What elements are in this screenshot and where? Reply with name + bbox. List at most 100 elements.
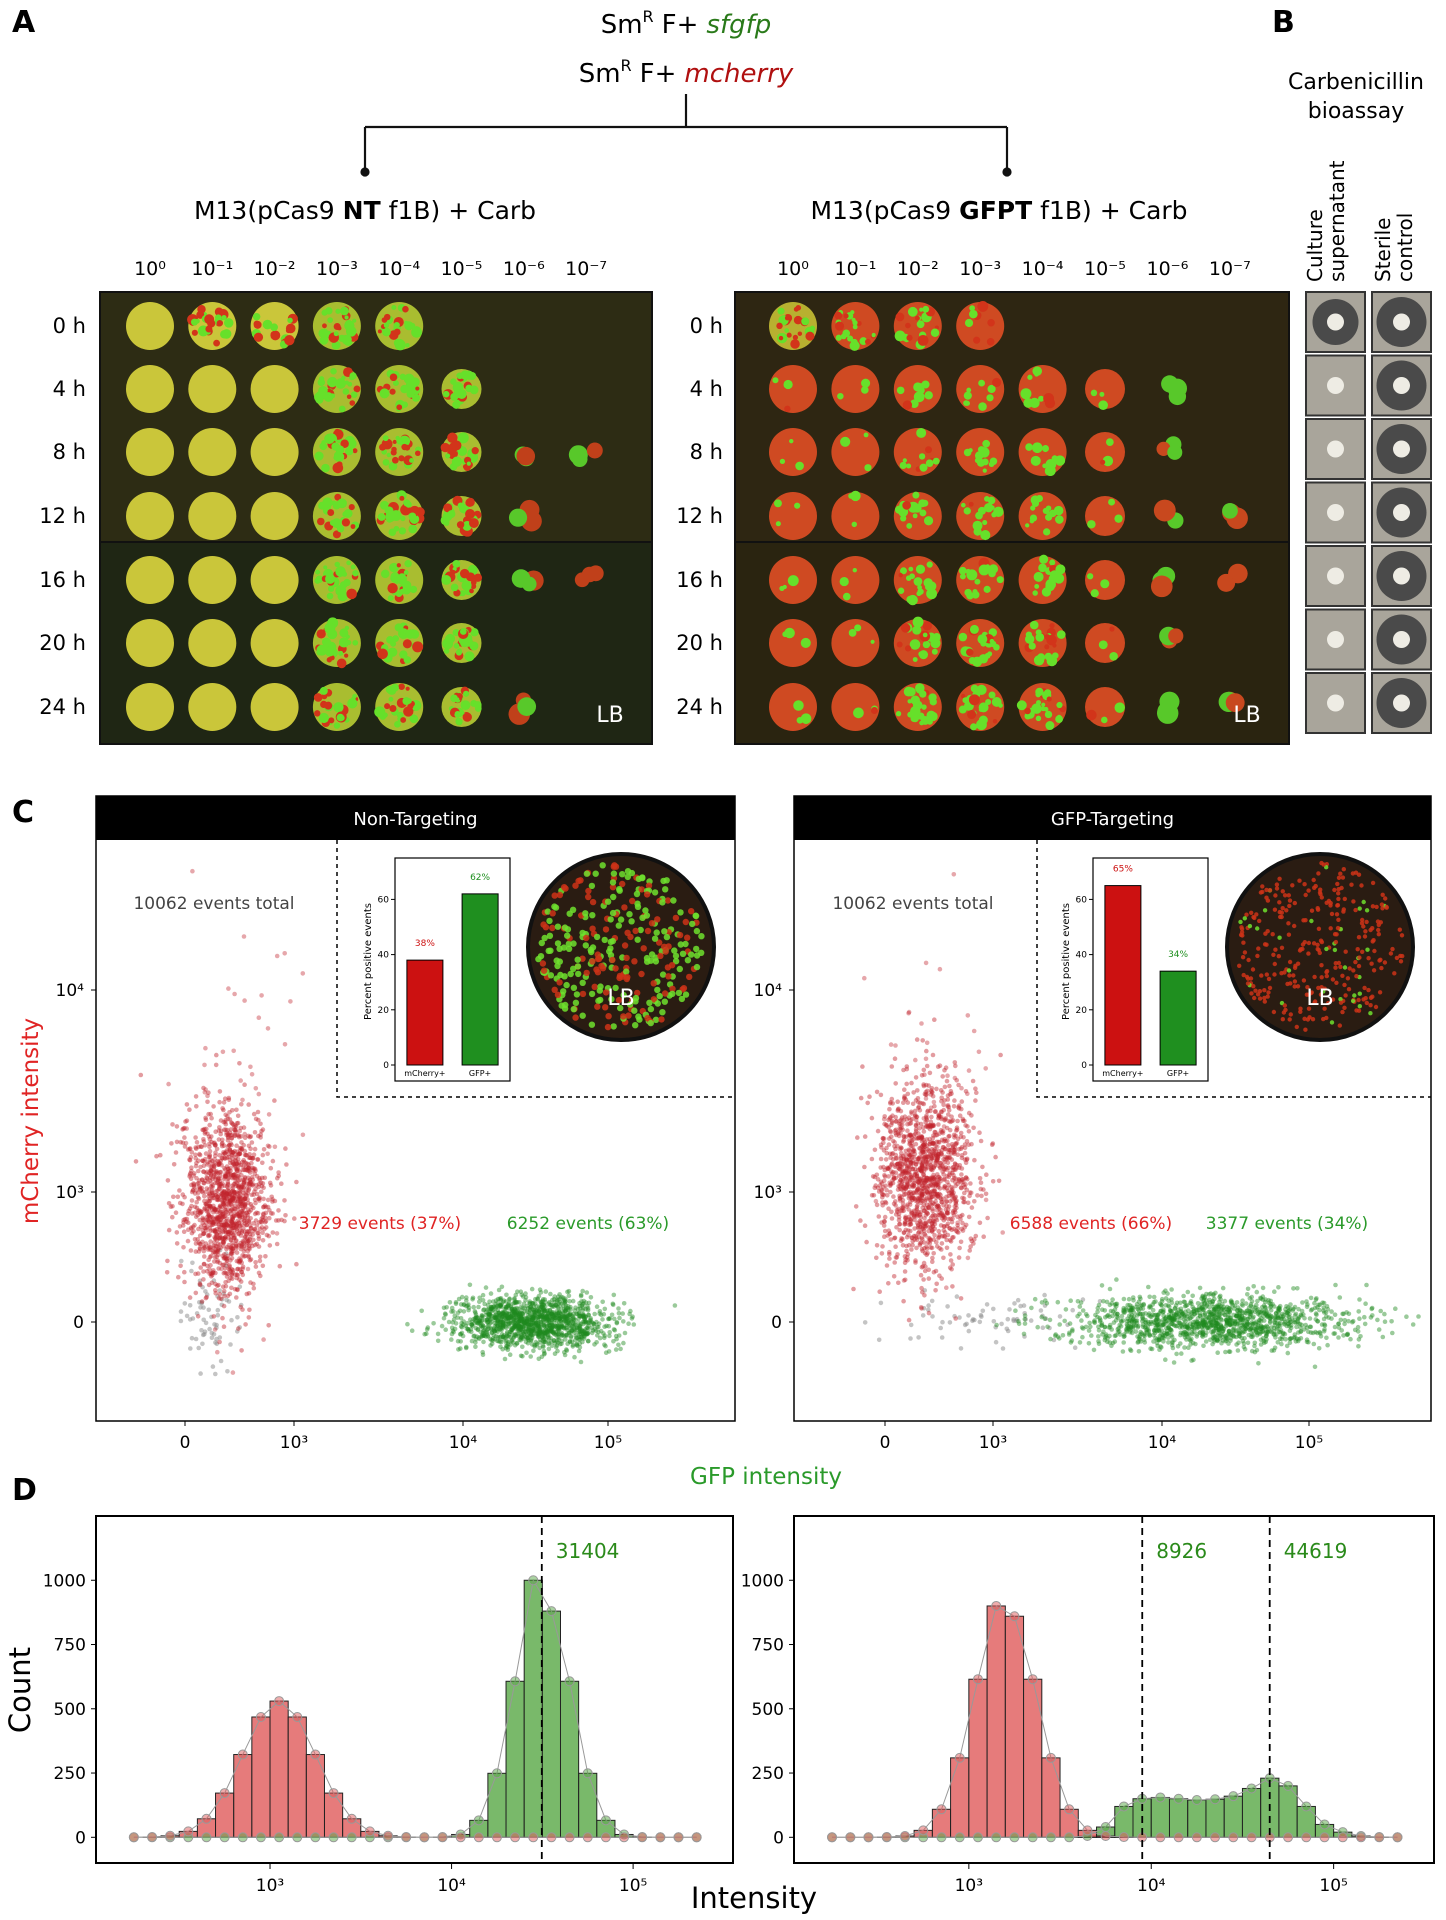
colony-speck — [918, 499, 927, 508]
scatter-dot — [1007, 1307, 1012, 1312]
scatter-dot — [201, 1244, 207, 1249]
scatter-dot — [180, 1140, 186, 1146]
colony-speck — [1029, 620, 1039, 630]
condition-bold: GFPT — [959, 196, 1032, 225]
scatter-dot — [300, 971, 306, 976]
scatter-dot — [193, 1290, 199, 1296]
y-tick-label: 0 — [771, 1313, 782, 1333]
colony-speck — [1030, 505, 1036, 511]
colony-speck — [850, 490, 861, 502]
scatter-dot — [209, 1271, 214, 1276]
scatter-dot — [575, 1335, 580, 1341]
scatter-dot — [242, 1082, 247, 1087]
plate-colony — [572, 999, 580, 1006]
scatter-dot — [435, 1331, 441, 1337]
scatter-dot — [203, 1189, 208, 1195]
scatter-dot — [207, 1122, 212, 1128]
scatter-dot — [194, 1160, 199, 1166]
scatter-dot — [882, 1214, 888, 1220]
scatter-dot — [217, 1099, 222, 1105]
colony-speck — [926, 710, 936, 721]
scatter-dot — [490, 1338, 496, 1343]
scatter-dot — [233, 1129, 238, 1134]
scatter-dot — [867, 1094, 872, 1099]
scatter-dot — [234, 1221, 239, 1227]
scatter-dot — [508, 1342, 513, 1347]
scatter-dot — [562, 1314, 567, 1320]
scatter-dot — [235, 1267, 240, 1272]
scatter-dot — [193, 1271, 198, 1277]
colony-speck — [324, 646, 335, 657]
scatter-dot — [201, 1305, 206, 1310]
scatter-dot — [1042, 1292, 1047, 1298]
colony-speck — [460, 370, 470, 380]
scatter-dot — [203, 1117, 209, 1122]
colony-speck — [334, 493, 342, 501]
scatter-dot — [206, 1210, 211, 1215]
scatter-dot — [473, 1340, 478, 1345]
plate-colony — [629, 897, 636, 905]
colony — [126, 302, 174, 350]
colony-speck — [793, 700, 804, 711]
colony-speck — [390, 510, 402, 522]
plate-colony — [540, 921, 547, 928]
scatter-dot — [175, 1194, 181, 1200]
plate-colony — [650, 980, 657, 987]
scatter-dot — [251, 1237, 256, 1243]
scatter-dot — [166, 1081, 171, 1087]
antibiotic-disk — [1393, 631, 1410, 648]
condition-bold: NT — [343, 196, 381, 225]
colony-speck — [389, 373, 398, 382]
colony — [312, 365, 361, 413]
scatter-dot — [993, 1339, 999, 1345]
scatter-dot — [242, 1178, 247, 1183]
scatter-dot — [529, 1332, 534, 1338]
scatter-dot — [201, 1127, 206, 1133]
colony-speck — [925, 459, 934, 468]
colony-speck — [318, 328, 328, 338]
scatter-dot — [204, 1224, 210, 1230]
colony-speck — [924, 446, 933, 454]
colony-small — [1161, 375, 1179, 393]
scatter-dot — [197, 1211, 202, 1216]
dilution-label: 10⁻⁶ — [503, 258, 545, 280]
scatter-dot — [200, 1231, 206, 1237]
plate-colony — [616, 886, 623, 893]
scatter-dot — [468, 1326, 474, 1332]
colony-speck — [347, 381, 353, 387]
scatter-dot — [225, 1144, 231, 1149]
colony-speck — [215, 314, 222, 321]
colony-speck — [315, 395, 324, 404]
scatter-dot — [237, 1267, 243, 1272]
scatter-dot — [226, 986, 231, 991]
colony-speck — [789, 438, 794, 444]
colony-speck — [383, 322, 390, 328]
scatter-dot — [541, 1344, 546, 1350]
scatter-dot — [488, 1291, 494, 1296]
scatter-dot — [263, 1218, 269, 1224]
scatter-dot — [230, 1216, 236, 1221]
scatter-dot — [592, 1322, 597, 1327]
scatter-dot — [585, 1303, 590, 1309]
antibiotic-disk — [1327, 313, 1344, 331]
inset-bar — [461, 893, 499, 1066]
scatter-dot — [187, 1157, 193, 1163]
scatter-dot — [188, 1248, 194, 1253]
plate-colony — [593, 933, 601, 941]
colony-speck — [389, 388, 396, 395]
scatter-dot — [983, 1191, 989, 1197]
colony-speck — [902, 501, 911, 510]
colony-speck — [392, 635, 399, 642]
colony-speck — [326, 657, 332, 663]
scatter-dot — [240, 1097, 245, 1103]
plate-colony — [638, 970, 645, 978]
scatter-dot — [253, 1086, 259, 1091]
scatter-dot — [938, 1325, 943, 1331]
colony-speck — [986, 337, 995, 346]
scatter-dot — [193, 1146, 199, 1151]
scatter-dot — [211, 1219, 217, 1225]
scatter-dot — [174, 1230, 180, 1235]
scatter-dot — [964, 1321, 969, 1327]
scatter-dot — [197, 1246, 203, 1252]
scatter-dot — [932, 1233, 937, 1238]
